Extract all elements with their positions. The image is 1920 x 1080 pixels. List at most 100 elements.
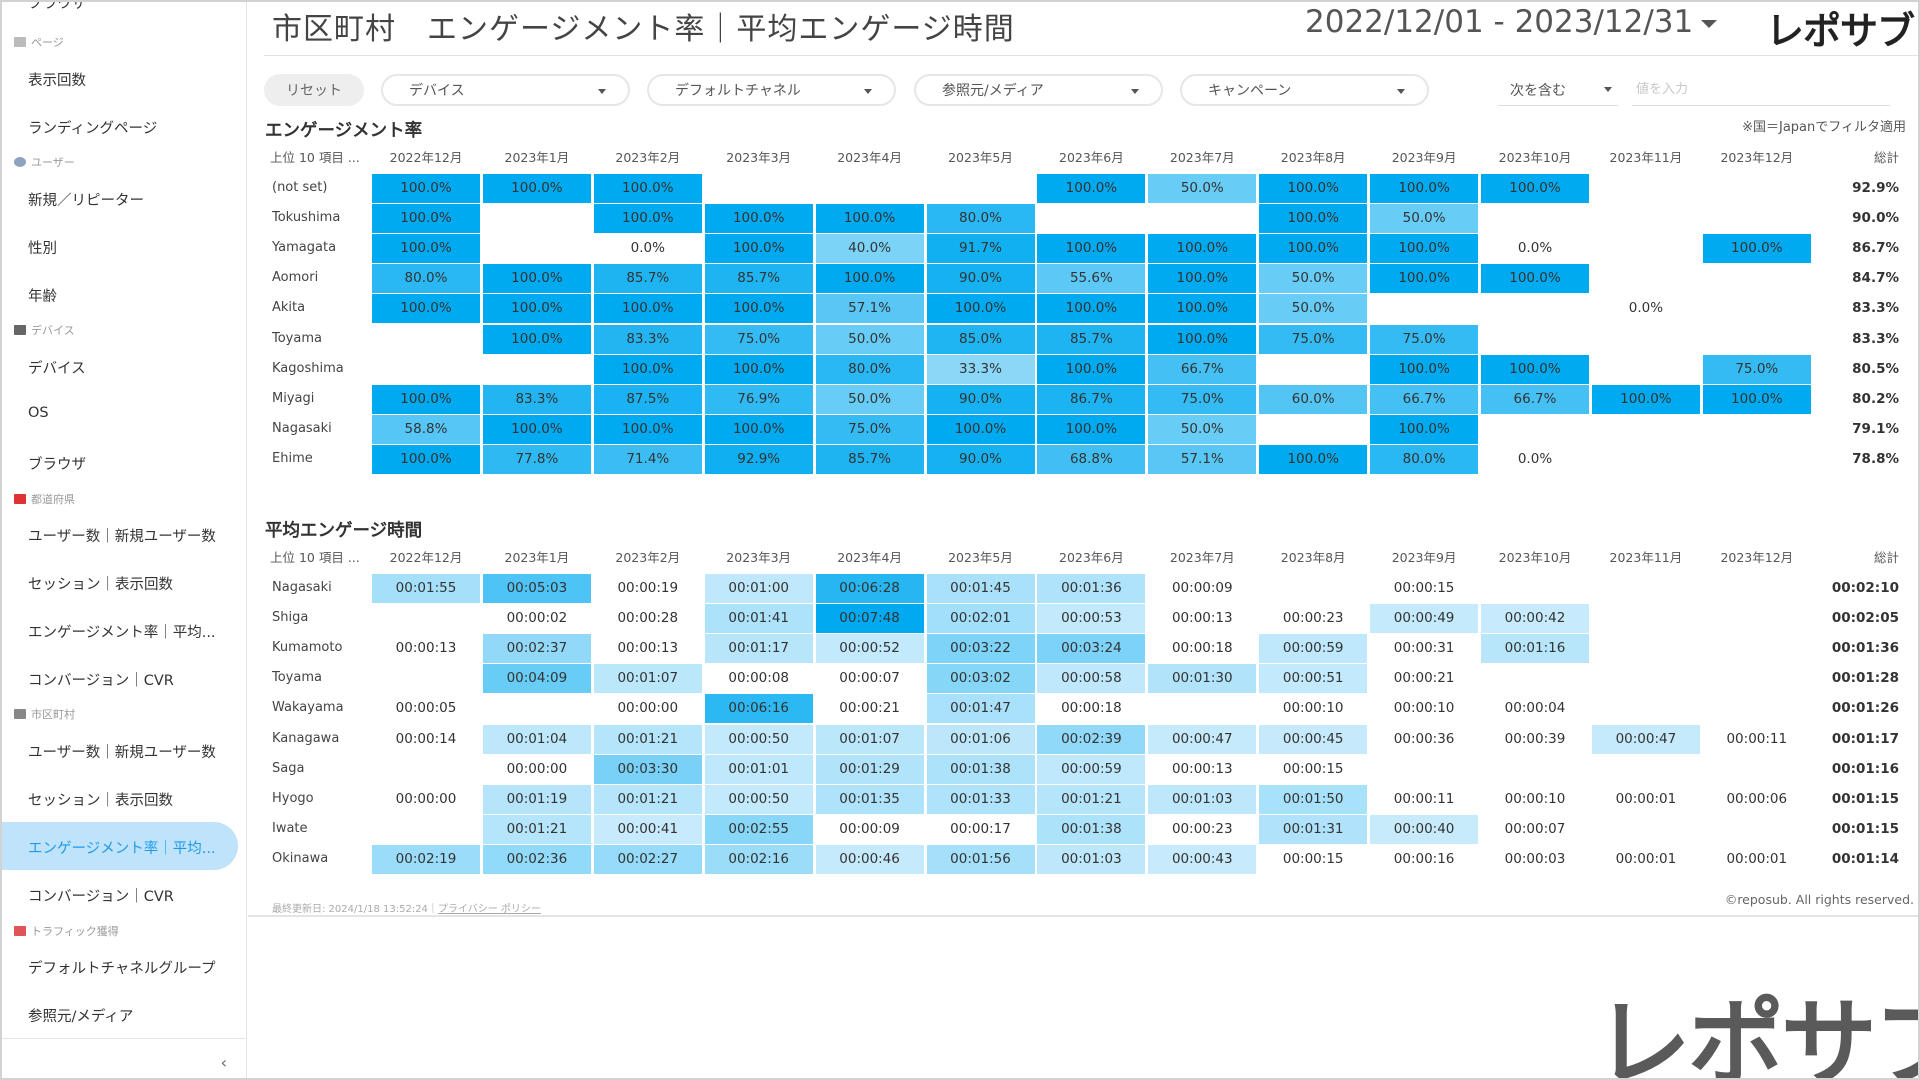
sidebar-section-8: デバイス	[14, 322, 75, 338]
sidebar-item-23[interactable]: デフォルトチャネルグループ	[28, 961, 216, 977]
table-cell: 00:00:43	[1148, 844, 1257, 874]
include-select-label: 次を含む	[1510, 82, 1566, 99]
table-cell: 100.0%	[1148, 324, 1257, 354]
privacy-policy-link[interactable]: プライバシー ポリシー	[437, 904, 541, 915]
footer-divider	[248, 915, 1920, 917]
table-cell: 00:01:21	[1037, 784, 1146, 814]
table-cell: 00:00:01	[1615, 790, 1677, 807]
table-cell: 00:01:06	[926, 724, 1035, 754]
sidebar-section-label: 都道府県	[31, 493, 75, 506]
total-column-header: 総計	[1873, 150, 1899, 165]
column-header: 2023年7月	[1169, 550, 1235, 565]
column-header: 2023年7月	[1169, 150, 1235, 165]
filter-dropdown-0[interactable]: デバイス	[381, 74, 630, 106]
table-cell: 50.0%	[1259, 264, 1368, 294]
table-cell: 100.0%	[593, 294, 702, 324]
filter-note: ※国＝Japanでフィルタ適用	[1742, 120, 1906, 135]
row-total: 78.8%	[1852, 450, 1899, 467]
sidebar-item-13[interactable]: ユーザー数｜新規ユーザー数	[28, 529, 216, 545]
table-cell: 100.0%	[372, 294, 480, 324]
column-header: 2023年4月	[837, 150, 902, 165]
row-label: Nagasaki	[272, 580, 332, 595]
table-cell: 00:01:30	[1148, 664, 1257, 694]
sidebar-item-20[interactable]: エンゲージメント率｜平均...	[28, 841, 216, 857]
include-select[interactable]: 次を含む	[1498, 74, 1618, 106]
row-total: 84.7%	[1852, 270, 1899, 287]
sidebar-item-5[interactable]: 新規／リピーター	[28, 193, 144, 209]
table-cell: 00:00:03	[1504, 850, 1566, 867]
table-cell: 00:01:21	[593, 784, 702, 814]
sidebar-item-6[interactable]: 性別	[28, 241, 57, 257]
table-cell: 00:02:39	[1037, 724, 1146, 754]
table-cell: 00:00:59	[1259, 634, 1368, 664]
sidebar-item-9[interactable]: デバイス	[28, 361, 86, 377]
table-cell: 86.7%	[1037, 384, 1146, 414]
sidebar-item-11[interactable]: ブラウザ	[28, 457, 86, 473]
table-row: Tokushima 100.0% 100.0% 100.0% 100.0% 80.0% 10…	[264, 203, 1914, 234]
sidebar-item-2[interactable]: 表示回数	[28, 73, 86, 89]
table-cell: 100.0%	[482, 294, 591, 324]
table-cell: 00:00:05	[395, 700, 457, 717]
table-cell: 00:01:36	[1037, 574, 1146, 603]
column-header: 2023年9月	[1391, 550, 1457, 565]
date-range-picker[interactable]: 2022/12/01 - 2023/12/31	[1305, 4, 1694, 40]
table-cell: 00:04:09	[482, 664, 591, 694]
table-cell: 00:01:38	[926, 754, 1035, 784]
sidebar-item-0[interactable]: ブラウザ	[28, 0, 86, 12]
table-cell: 00:00:08	[728, 670, 789, 687]
sidebar-item-21[interactable]: コンバージョン｜CVR	[28, 889, 174, 905]
table-cell: 85.7%	[704, 264, 813, 294]
table-cell: 100.0%	[704, 294, 813, 324]
filter-dropdown-2[interactable]: 参照元/メディア	[914, 74, 1163, 106]
filter-value-input[interactable]	[1632, 74, 1890, 106]
filter-dropdown-3[interactable]: キャンペーン	[1180, 74, 1429, 106]
table-row: Toyama 00:04:09 00:01:07 00:00:08 00:00:07 00…	[264, 663, 1914, 694]
engage-time-section-title: 平均エンゲージ時間	[265, 521, 423, 541]
table-cell: 50.0%	[1370, 204, 1479, 234]
sidebar-item-15[interactable]: エンゲージメント率｜平均...	[28, 625, 216, 641]
filter-dropdown-1[interactable]: デフォルトチャネル	[647, 74, 896, 106]
sidebar-item-19[interactable]: セッション｜表示回数	[28, 793, 173, 809]
sidebar-item-24[interactable]: 参照元/メディア	[28, 1009, 134, 1025]
table-cell: 00:00:07	[1504, 820, 1566, 837]
chevron-down-icon	[1604, 87, 1612, 92]
table-cell: 00:00:52	[815, 634, 924, 664]
table-cell: 50.0%	[815, 324, 924, 354]
table-cell: 80.0%	[815, 354, 924, 384]
table-cell: 00:01:47	[926, 694, 1035, 724]
column-header: 2023年10月	[1498, 550, 1572, 565]
header-divider	[264, 55, 1920, 56]
table-cell: 00:00:18	[1171, 640, 1233, 657]
table-cell: 0.0%	[1628, 300, 1664, 317]
table-row: Shiga 00:00:02 00:00:28 00:01:41 00:07:48 00:…	[264, 603, 1914, 634]
table-row: Wakayama 00:00:05 00:00:00 00:06:16 00:00:21…	[264, 693, 1914, 724]
table-cell: 100.0%	[1259, 444, 1368, 474]
sidebar-item-3[interactable]: ランディングページ	[28, 121, 158, 137]
table-cell: 00:00:23	[1171, 820, 1233, 837]
sidebar-item-10[interactable]: OS	[28, 405, 49, 421]
sidebar-item-14[interactable]: セッション｜表示回数	[28, 577, 173, 593]
column-header: 2023年12月	[1720, 150, 1794, 165]
table-cell: 00:00:13	[1171, 610, 1233, 627]
chevron-down-icon	[1397, 89, 1405, 94]
table-cell: 00:03:02	[926, 664, 1035, 694]
table-cell: 00:00:40	[1370, 814, 1479, 844]
table-cell: 00:00:13	[1171, 760, 1233, 777]
table-cell: 100.0%	[704, 234, 813, 264]
row-label: Okinawa	[272, 850, 329, 866]
sidebar-item-18[interactable]: ユーザー数｜新規ユーザー数	[28, 745, 216, 761]
table-cell: 100.0%	[1037, 414, 1146, 444]
collapse-sidebar-icon[interactable]: ‹	[220, 1053, 227, 1072]
filter-dropdown-label: キャンペーン	[1208, 83, 1292, 99]
table-cell: 100.0%	[704, 204, 813, 234]
table-cell: 50.0%	[1148, 174, 1257, 203]
car-icon	[14, 926, 26, 936]
date-range-caret-icon[interactable]	[1701, 20, 1717, 28]
table-cell: 00:01:17	[704, 634, 813, 664]
table-cell: 00:00:28	[617, 610, 679, 627]
sidebar-item-16[interactable]: コンバージョン｜CVR	[28, 673, 174, 689]
table-cell: 55.6%	[1037, 264, 1146, 294]
table-cell: 90.0%	[926, 384, 1035, 414]
sidebar-item-7[interactable]: 年齢	[28, 289, 57, 305]
reset-button[interactable]: リセット	[264, 74, 364, 106]
